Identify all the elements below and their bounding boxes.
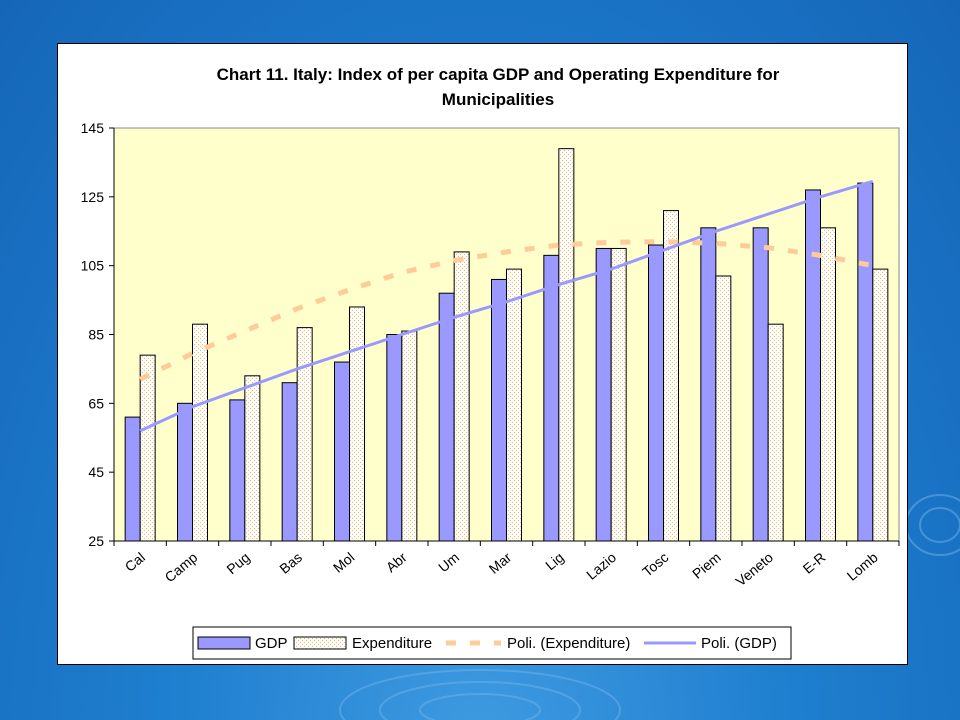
- chart-title-line-1: Chart 11. Italy: Index of per capita GDP…: [217, 65, 780, 84]
- bar-expenditure-mol: [349, 306, 365, 542]
- y-tick-label: 45: [88, 464, 104, 480]
- x-tick-label: Lazio: [583, 549, 619, 583]
- chart-legend: GDP Expenditure Poli. (Expenditure) Poli. (…: [192, 626, 792, 660]
- legend-swatch-0: [197, 636, 251, 650]
- legend-label-2: Poli. (Expenditure): [507, 635, 630, 652]
- bar-gdp-mol: [334, 361, 350, 542]
- bar-gdp-tosc: [648, 244, 664, 542]
- legend-swatch-1: [293, 636, 347, 650]
- bar-gdp-lig: [543, 254, 560, 542]
- y-tick-label: 125: [81, 189, 105, 205]
- bar-expenditure-lomb: [872, 268, 889, 542]
- legend-label-0: GDP: [255, 635, 288, 652]
- bar-expenditure-um: [453, 251, 470, 542]
- y-tick-label: 145: [81, 120, 105, 136]
- x-tick-label: Mar: [486, 549, 515, 577]
- bar-gdp-lazio: [595, 247, 612, 542]
- y-tick-label: 65: [88, 395, 104, 411]
- y-tick-label: 85: [88, 327, 104, 343]
- x-tick-label: Bas: [276, 549, 305, 577]
- y-tick-label: 105: [81, 258, 105, 274]
- bar-gdp-lomb: [857, 182, 874, 542]
- x-tick-label: Piem: [689, 549, 724, 582]
- x-tick-label: Veneto: [732, 549, 776, 589]
- bar-expenditure-tosc: [663, 210, 679, 542]
- bar-gdp-um: [438, 292, 455, 542]
- bar-expenditure-veneto: [767, 323, 784, 542]
- bar-chart: Chart 11. Italy: Index of per capita GDP…: [81, 65, 900, 660]
- x-tick-label: Abr: [383, 549, 410, 575]
- legend-label-3: Poli. (GDP): [701, 635, 777, 652]
- chart-title-line-2: Municipalities: [442, 90, 554, 109]
- bar-gdp-piem: [700, 227, 717, 542]
- bar-expenditure-mar: [506, 268, 522, 542]
- bar-expenditure-cal: [139, 354, 156, 542]
- x-tick-label: Pug: [223, 549, 252, 577]
- bar-expenditure-piem: [715, 275, 732, 542]
- trendline-gdp: [139, 179, 874, 433]
- legend-label-1: Expenditure: [352, 635, 432, 652]
- x-tick-label: Um: [435, 549, 462, 575]
- bar-expenditure-lig: [558, 148, 575, 542]
- chart-container: Chart 11. Italy: Index of per capita GDP…: [57, 43, 908, 665]
- x-tick-label: Lomb: [844, 549, 881, 584]
- trendline-expenditure: [139, 239, 874, 382]
- x-tick-label: Mol: [330, 549, 358, 576]
- bar-expenditure-bas: [296, 327, 313, 542]
- bar-gdp-abr: [386, 334, 403, 542]
- x-tick-label: Cal: [122, 549, 148, 575]
- y-tick-label: 25: [88, 533, 104, 549]
- bar-gdp-pug: [229, 399, 246, 542]
- x-tick-label: Tosc: [639, 549, 671, 580]
- bar-expenditure-abr: [401, 330, 418, 542]
- bar-expenditure-lazio: [610, 247, 627, 542]
- bar-gdp-e-r: [805, 189, 821, 542]
- bar-expenditure-pug: [244, 375, 261, 542]
- bar-gdp-camp: [177, 402, 193, 542]
- bar-gdp-cal: [124, 416, 141, 542]
- bar-gdp-bas: [281, 382, 298, 542]
- bar-expenditure-e-r: [820, 227, 836, 542]
- bar-gdp-veneto: [752, 227, 769, 542]
- x-tick-label: E-R: [800, 549, 829, 577]
- x-tick-label: Lig: [542, 549, 567, 573]
- bar-gdp-mar: [491, 278, 507, 542]
- bar-expenditure-camp: [192, 323, 208, 542]
- x-tick-label: Camp: [162, 549, 201, 585]
